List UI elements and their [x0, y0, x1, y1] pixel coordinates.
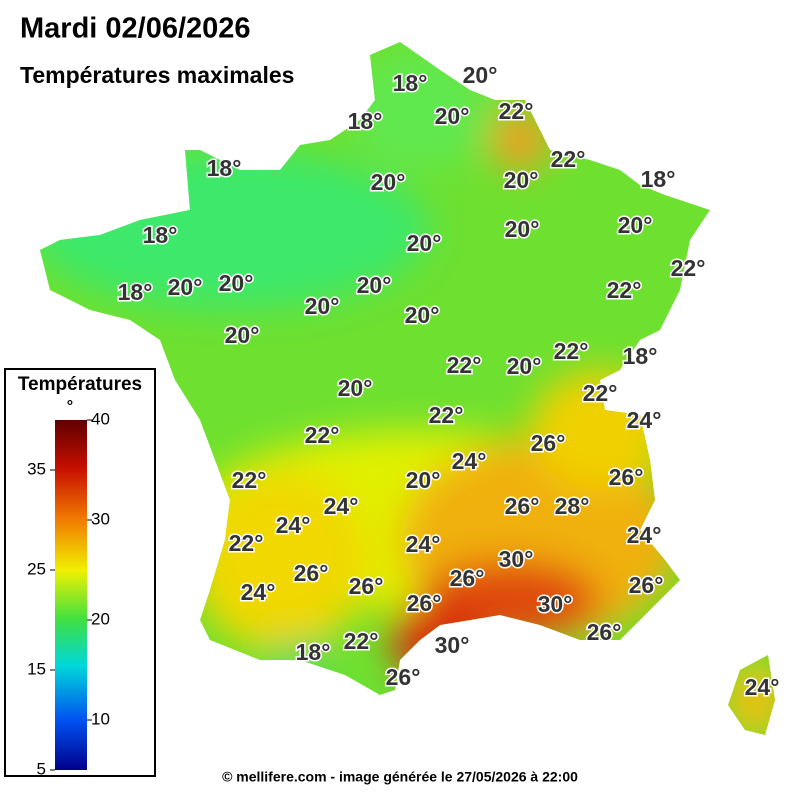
temperature-label: 20° [505, 216, 540, 242]
temperature-label: 28° [555, 493, 590, 519]
temperature-label: 22° [551, 146, 586, 172]
temperature-label: 26° [294, 560, 329, 586]
temperature-label: 22° [344, 628, 379, 654]
subtitle: Températures maximales [20, 62, 294, 88]
temperature-label: 26° [505, 493, 540, 519]
temperature-label: 20° [357, 272, 392, 298]
temperature-label: 20° [219, 270, 254, 296]
legend-tick-label: 30 [91, 509, 110, 528]
temperature-label: 20° [504, 167, 539, 193]
temperature-label: 24° [745, 674, 780, 700]
temperature-label: 22° [232, 467, 267, 493]
temperature-label: 22° [671, 255, 706, 281]
legend-title: Températures [18, 374, 142, 395]
temperature-label: 20° [406, 467, 441, 493]
temperature-label: 20° [507, 353, 542, 379]
legend-tick-label: 5 [37, 759, 46, 778]
legend-tick-label: 10 [91, 709, 110, 728]
legend-tick-label: 40 [91, 409, 110, 428]
temperature-label: 22° [607, 277, 642, 303]
temperature-label: 26° [349, 573, 384, 599]
temperature-label: 26° [386, 664, 421, 690]
footer: © mellifere.com - image générée le 27/05… [222, 769, 578, 785]
temperature-label: 22° [305, 422, 340, 448]
temperature-label: 18° [623, 343, 658, 369]
legend-tick-label: 20 [91, 609, 110, 628]
legend-tick-label: 15 [27, 659, 46, 678]
temperature-label: 22° [554, 338, 589, 364]
temperature-label: 26° [531, 430, 566, 456]
temperature-label: 26° [407, 590, 442, 616]
temperature-label: 24° [627, 522, 662, 548]
temperature-label: 24° [452, 448, 487, 474]
legend-tick-label: 35 [27, 459, 46, 478]
temperature-label: 20° [338, 375, 373, 401]
temperature-label: 30° [538, 591, 573, 617]
temperature-label: 18° [207, 155, 242, 181]
temperature-label: 26° [587, 619, 622, 645]
temperature-label: 20° [371, 169, 406, 195]
temperature-label: 24° [406, 531, 441, 557]
temperature-label: 22° [429, 402, 464, 428]
temperature-label: 30° [499, 546, 534, 572]
legend-unit: ° [67, 398, 73, 415]
temperature-label: 24° [241, 579, 276, 605]
temperature-label: 20° [225, 322, 260, 348]
temperature-label: 22° [229, 530, 264, 556]
temperature-label: 20° [407, 230, 442, 256]
color-bar [55, 420, 87, 770]
temperature-label: 18° [641, 166, 676, 192]
temperature-label: 26° [629, 572, 664, 598]
title: Mardi 02/06/2026 [20, 13, 251, 45]
temperature-label: 20° [305, 293, 340, 319]
temperature-label: 22° [499, 98, 534, 124]
temperature-label: 20° [463, 62, 498, 88]
temperature-labels: 18° 20°18° 20° 22°22°20° 18°18°20°18° 20°20° 2… [116, 61, 781, 702]
temperature-label: 18° [296, 639, 331, 665]
temperature-label: 18° [143, 222, 178, 248]
temperature-label: 24° [627, 407, 662, 433]
temperature-label: 26° [609, 464, 644, 490]
temperature-label: 24° [324, 493, 359, 519]
temperature-label: 22° [583, 380, 618, 406]
temperature-label: 20° [168, 274, 203, 300]
temperature-label: 26° [450, 565, 485, 591]
temperature-label: 20° [435, 103, 470, 129]
temperature-label: 22° [447, 352, 482, 378]
temperature-label: 20° [405, 302, 440, 328]
legend-tick-label: 25 [27, 559, 46, 578]
temperature-label: 18° [118, 279, 153, 305]
temperature-label: 18° [393, 70, 428, 96]
temperature-label: 20° [618, 212, 653, 238]
temperature-label: 18° [348, 108, 383, 134]
legend: Températures ° 5 10 15 20 25 30 35 40 [4, 368, 156, 778]
temperature-label: 24° [276, 512, 311, 538]
temperature-label: 30° [435, 632, 470, 658]
